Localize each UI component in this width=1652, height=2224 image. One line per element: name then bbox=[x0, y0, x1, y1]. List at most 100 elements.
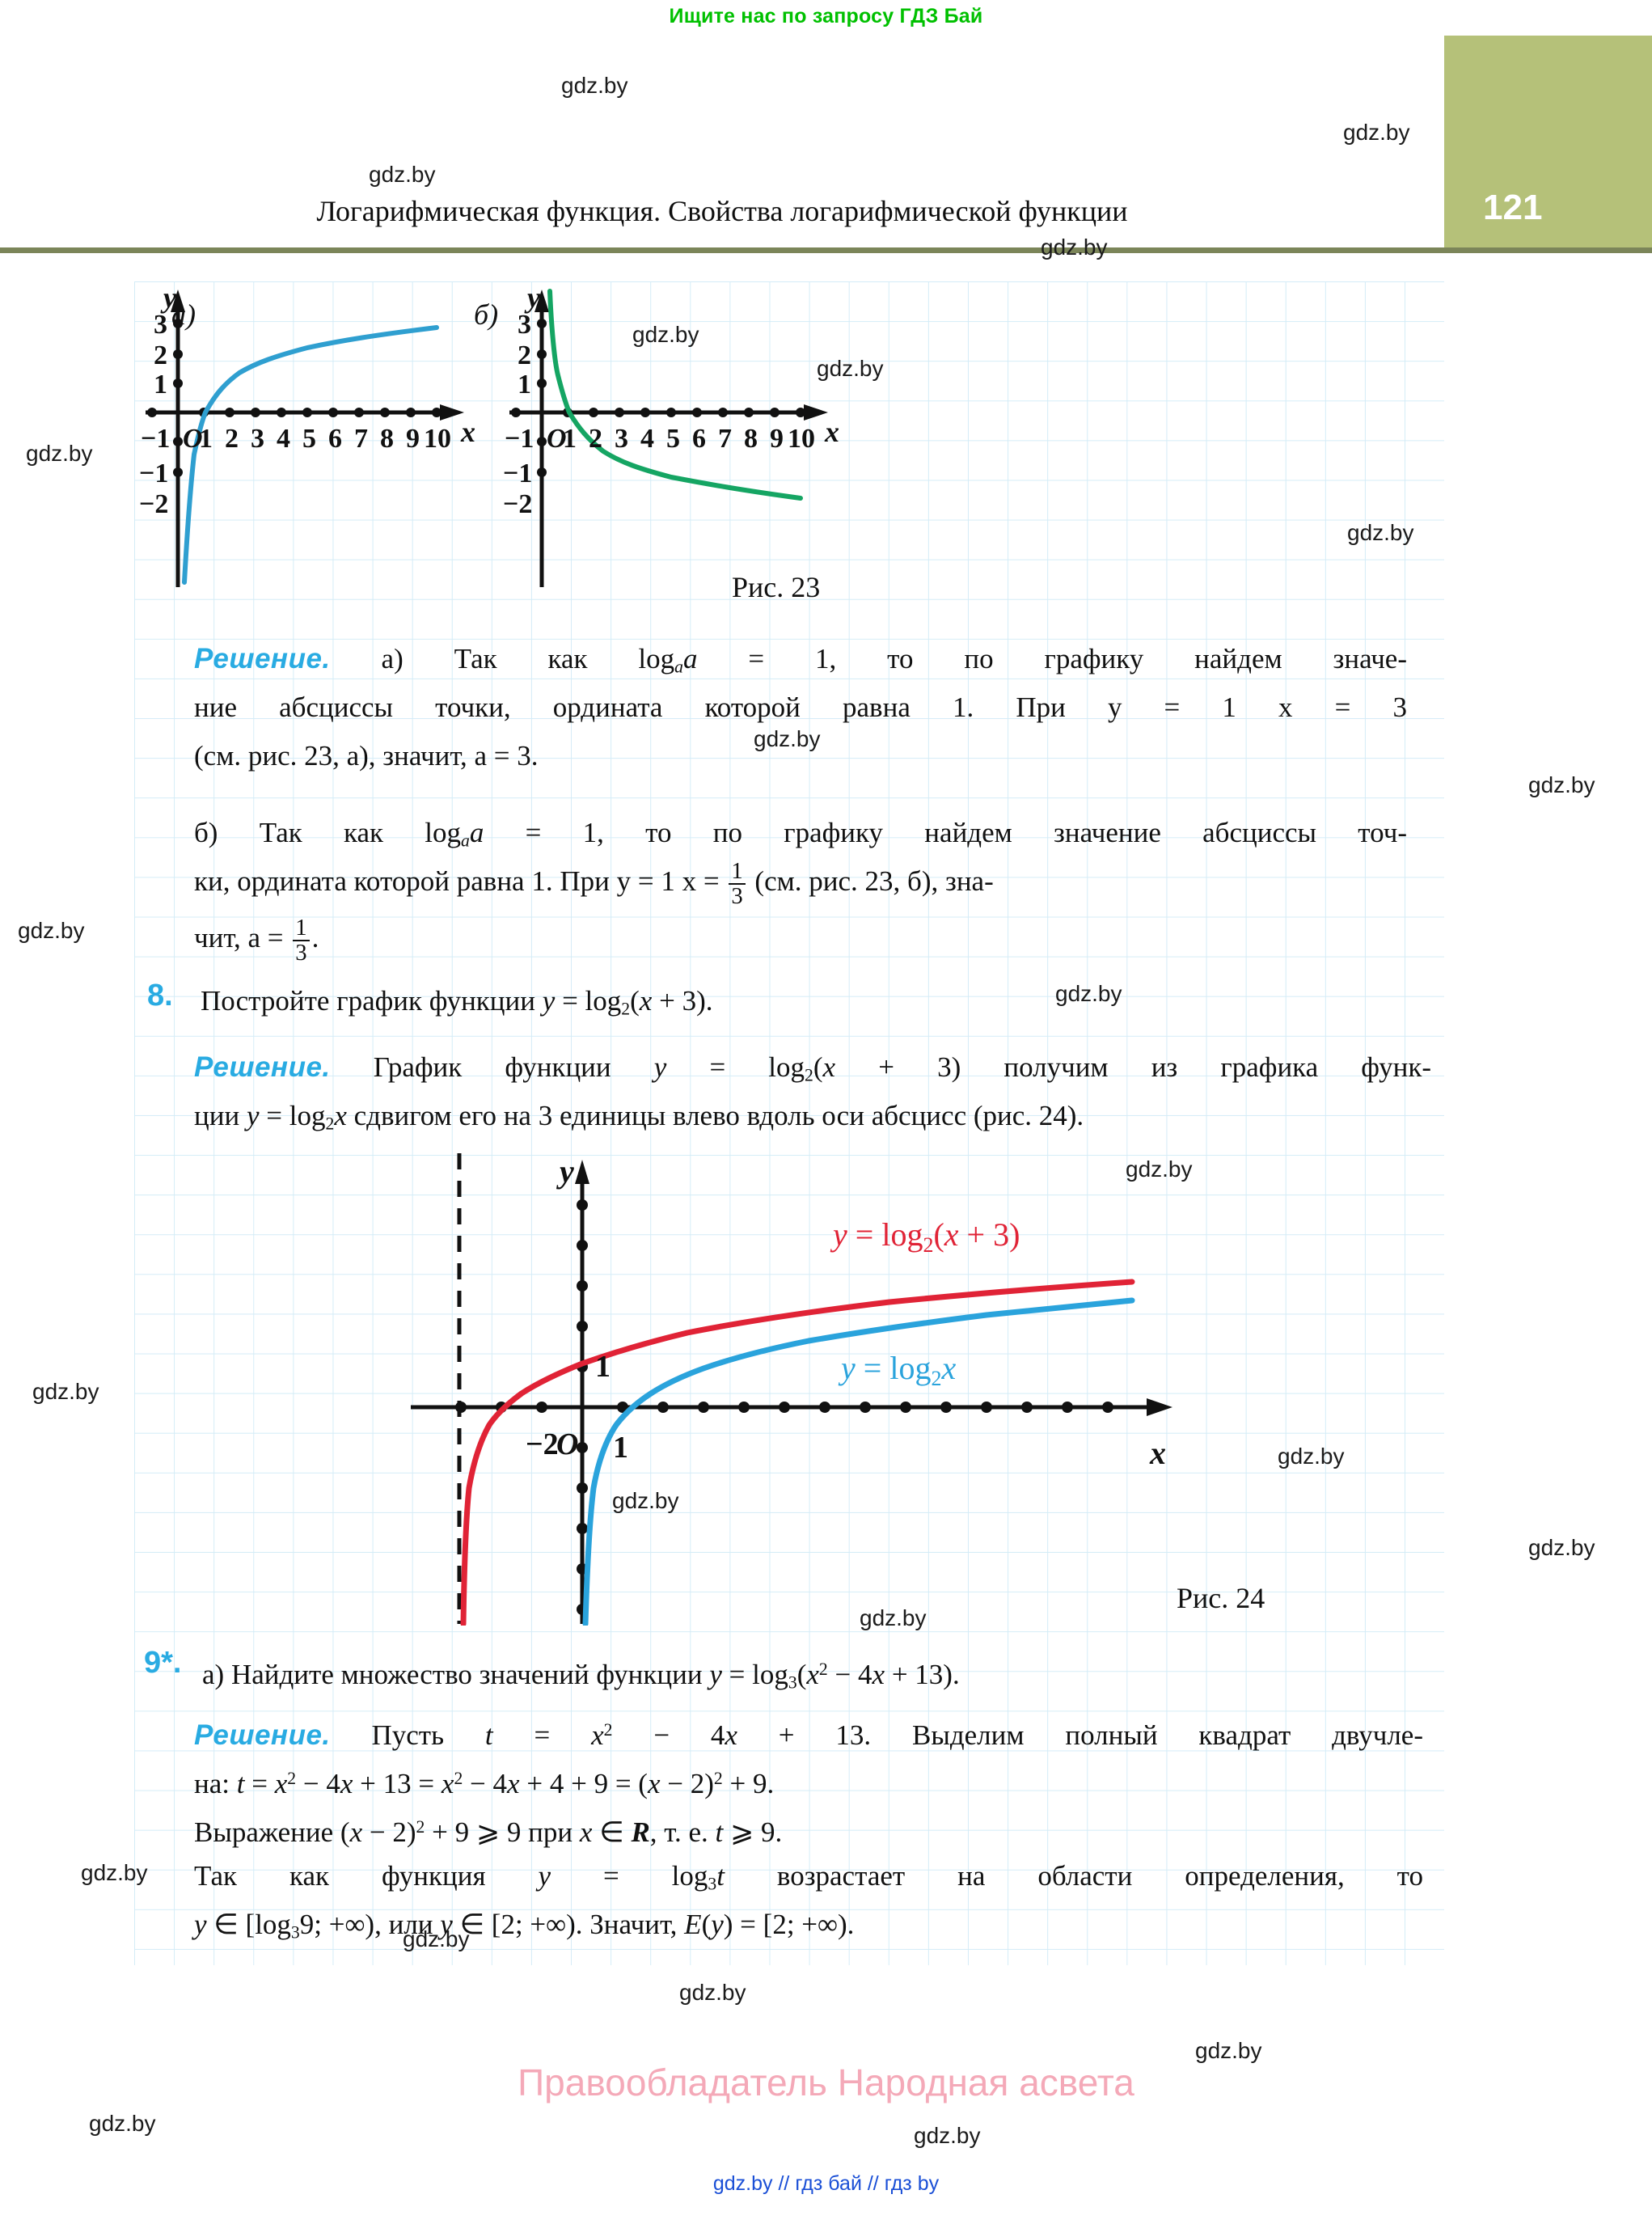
svg-text:−1: −1 bbox=[503, 459, 532, 488]
svg-text:3: 3 bbox=[518, 310, 531, 340]
fraction-numerator: 1 bbox=[729, 859, 746, 885]
svg-text:8: 8 bbox=[744, 424, 758, 454]
figure-24-y-axis-label: y bbox=[556, 1153, 574, 1190]
svg-text:2: 2 bbox=[225, 424, 239, 454]
watermark: gdz.by bbox=[817, 356, 884, 381]
figure-23-panel-b-label: б) bbox=[474, 298, 499, 331]
solution-a-line-3: (см. рис. 23, а), значит, a = 3. bbox=[194, 740, 539, 772]
svg-text:−1: −1 bbox=[505, 424, 534, 454]
figure-23-panel-b-plot: y x −1 O 1 2 3 4 5 6 7 8 9 10 3 2 1 −1 −… bbox=[503, 281, 839, 587]
watermark: gdz.by bbox=[89, 2111, 156, 2136]
figure-24-x-axis-label: x bbox=[1149, 1435, 1166, 1471]
svg-text:7: 7 bbox=[354, 424, 368, 454]
svg-text:2: 2 bbox=[518, 340, 531, 370]
watermark: gdz.by bbox=[561, 73, 628, 98]
solution-label-8: Решение. bbox=[194, 1051, 331, 1083]
solution-label: Решение. bbox=[194, 643, 331, 674]
solution-b-period: . bbox=[311, 922, 319, 953]
task-9-solution-line-1: Решение. Пусть t = x2 − 4x + 13. Выделим… bbox=[194, 1706, 1423, 1759]
solution-a-line-1: Решение. а) Так как logaa = 1, то по гра… bbox=[194, 635, 1407, 691]
task-9-solution-line-5: y ∈ [log39; +∞), или y ∈ [2; +∞). Значит… bbox=[194, 1909, 855, 1943]
figure-24-tick-y-1: 1 bbox=[595, 1350, 611, 1384]
svg-text:7: 7 bbox=[718, 424, 732, 454]
svg-text:2: 2 bbox=[154, 340, 167, 370]
task-8-solution-line-2: ции y = log2x сдвигом его на 3 единицы в… bbox=[194, 1100, 1084, 1134]
svg-text:2: 2 bbox=[589, 424, 602, 454]
watermark: gdz.by bbox=[1528, 1535, 1595, 1560]
svg-text:8: 8 bbox=[380, 424, 394, 454]
fraction-one-third-2: 1 3 bbox=[293, 915, 310, 966]
watermark: gdz.by bbox=[860, 1605, 927, 1630]
task-9-solution-text-1: Пусть t = x2 − 4x + 13. Выделим полный к… bbox=[371, 1719, 1424, 1751]
curve-log2-x bbox=[582, 1297, 1135, 1626]
watermark: gdz.by bbox=[1041, 235, 1108, 260]
svg-text:10: 10 bbox=[788, 424, 815, 454]
svg-text:1: 1 bbox=[518, 370, 531, 400]
svg-text:5: 5 bbox=[302, 424, 316, 454]
svg-text:O: O bbox=[547, 424, 567, 454]
solution-b-line-1: б) Так как logaa = 1, то по графику найд… bbox=[194, 817, 1407, 851]
figure-23: а) y x −1 O bbox=[134, 281, 1444, 589]
svg-text:3: 3 bbox=[154, 310, 167, 340]
svg-text:y: y bbox=[524, 281, 541, 314]
watermark: gdz.by bbox=[26, 441, 93, 466]
task-8-number: 8. bbox=[147, 979, 173, 1013]
watermark: gdz.by bbox=[1055, 981, 1122, 1006]
task-8-text: Постройте график функции y = log2(x + 3)… bbox=[201, 985, 713, 1019]
watermark: gdz.by bbox=[32, 1379, 99, 1404]
solution-a-text-1: а) Так как logaa = 1, то по графику найд… bbox=[381, 643, 1407, 677]
svg-text:1: 1 bbox=[154, 370, 167, 400]
solution-b-text-3a: чит, a = bbox=[194, 922, 284, 953]
fraction-denominator: 3 bbox=[731, 882, 743, 909]
watermark: gdz.by bbox=[914, 2123, 981, 2148]
task-9-solution-line-4: Так как функция y = log3t возрастает на … bbox=[194, 1860, 1423, 1894]
svg-text:y: y bbox=[160, 281, 177, 314]
watermark: gdz.by bbox=[1126, 1156, 1193, 1182]
figure-23-caption: Рис. 23 bbox=[732, 571, 821, 603]
watermark: gdz.by bbox=[18, 918, 85, 943]
watermark: gdz.by bbox=[1347, 520, 1414, 545]
fraction-numerator-2: 1 bbox=[293, 915, 310, 941]
svg-text:6: 6 bbox=[328, 424, 342, 454]
solution-b-text-2b: (см. рис. 23, б), зна- bbox=[754, 865, 994, 897]
svg-text:4: 4 bbox=[640, 424, 654, 454]
svg-text:3: 3 bbox=[615, 424, 628, 454]
watermark: gdz.by bbox=[612, 1488, 679, 1513]
solution-b-line-3: чит, a = 1 3 . bbox=[194, 914, 1407, 965]
promo-banner: Ищите нас по запросу ГДЗ Бай bbox=[669, 5, 983, 27]
svg-text:1: 1 bbox=[563, 424, 577, 454]
svg-text:−1: −1 bbox=[139, 459, 168, 488]
task-8-solution-text-1: График функции y = log2(x + 3) получим и… bbox=[373, 1051, 1432, 1085]
svg-text:3: 3 bbox=[251, 424, 264, 454]
watermark: gdz.by bbox=[679, 1980, 746, 2005]
watermark: gdz.by bbox=[81, 1860, 148, 1885]
running-head-title: Логарифмическая функция. Свойства логари… bbox=[316, 195, 1128, 227]
fraction-denominator-2: 3 bbox=[295, 939, 307, 966]
grid-background bbox=[134, 281, 1444, 1965]
svg-text:6: 6 bbox=[692, 424, 706, 454]
svg-text:4: 4 bbox=[277, 424, 290, 454]
bottom-links: gdz.by // гдз бай // гдз by bbox=[712, 2172, 940, 2195]
svg-text:−1: −1 bbox=[141, 424, 170, 454]
svg-text:x: x bbox=[460, 416, 475, 448]
task-9-number: 9*. bbox=[144, 1646, 182, 1680]
svg-text:9: 9 bbox=[406, 424, 420, 454]
figure-24-plot: y x −2 O 1 1 y = log2(x + 3) y = log2x bbox=[411, 1153, 1172, 1626]
watermark: gdz.by bbox=[632, 322, 699, 347]
watermark: gdz.by bbox=[754, 726, 821, 751]
watermark: gdz.by bbox=[1528, 772, 1595, 797]
header-divider bbox=[0, 247, 1652, 253]
svg-text:5: 5 bbox=[666, 424, 680, 454]
svg-text:1: 1 bbox=[199, 424, 213, 454]
figure-24-caption: Рис. 24 bbox=[1177, 1582, 1265, 1614]
task-9-solution-line-2: на: t = x2 − 4x + 13 = x2 − 4x + 4 + 9 =… bbox=[194, 1767, 775, 1799]
figure-24-legend-red: y = log2(x + 3) bbox=[830, 1216, 1020, 1257]
svg-text:x: x bbox=[824, 416, 839, 448]
svg-text:O: O bbox=[183, 424, 203, 454]
figure-23-panel-a-plot: y x −1 O 1 2 3 4 5 6 7 8 9 10 3 2 1 −1 −… bbox=[139, 281, 475, 587]
watermark: gdz.by bbox=[1195, 2038, 1262, 2063]
watermark: gdz.by bbox=[369, 162, 436, 187]
solution-b-line-2: ки, ордината которой равна 1. При y = 1 … bbox=[194, 857, 1423, 908]
figure-24-tick-x-1: 1 bbox=[613, 1431, 628, 1465]
task-8-solution-line-1: Решение. График функции y = log2(x + 3) … bbox=[194, 1043, 1431, 1099]
